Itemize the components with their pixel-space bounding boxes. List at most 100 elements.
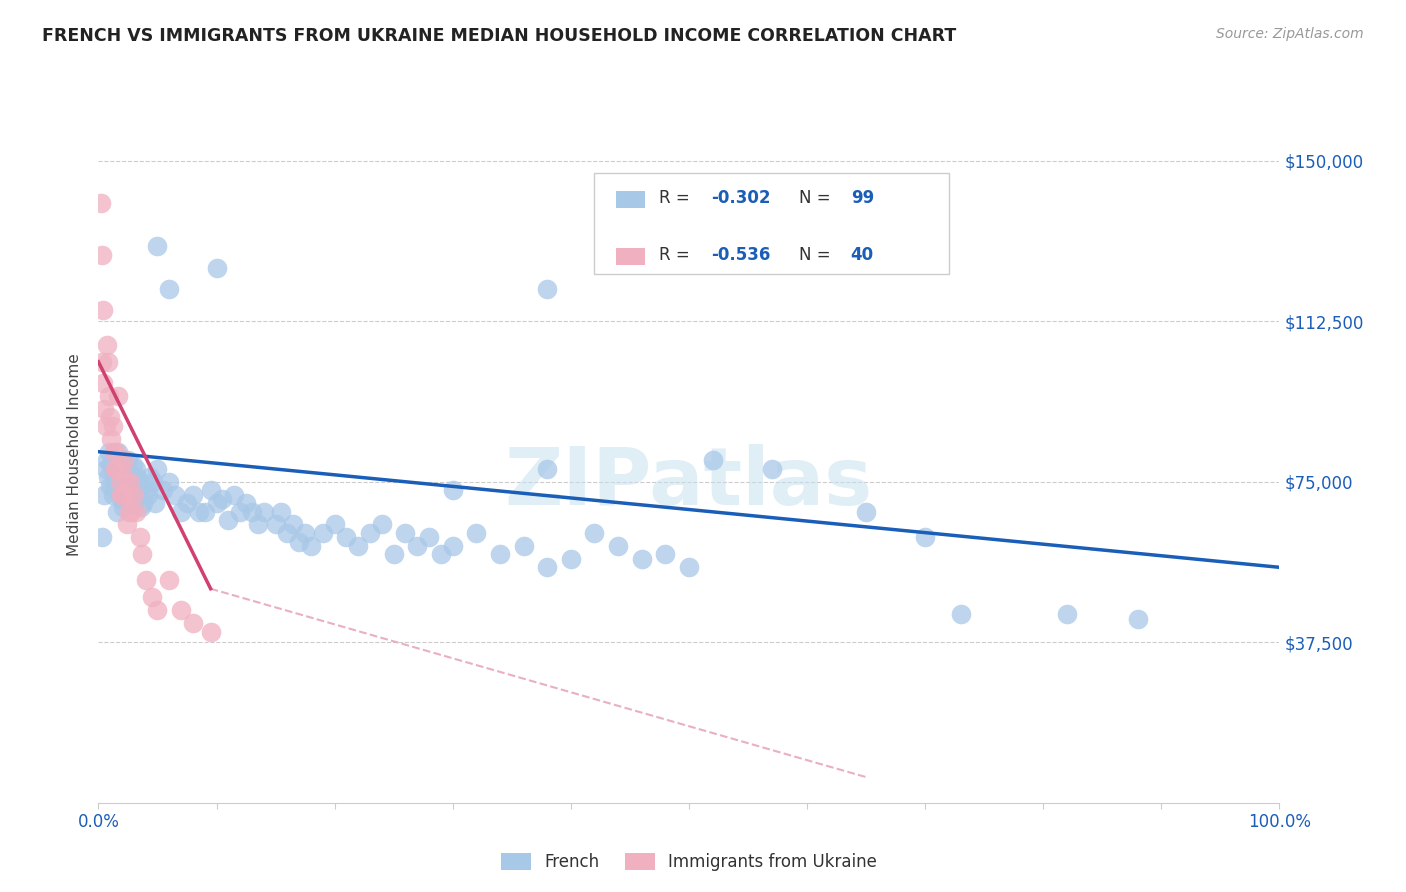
Point: [224, 487, 246, 501]
Point: [101, 487, 124, 501]
Point: [121, 496, 143, 510]
Point: [630, 551, 652, 566]
Point: [143, 496, 166, 510]
Legend: French, Immigrants from Ukraine: French, Immigrants from Ukraine: [495, 847, 883, 878]
Text: 99: 99: [851, 189, 875, 207]
Point: [235, 496, 257, 510]
Point: [110, 487, 132, 501]
Point: [142, 475, 165, 489]
Point: [276, 526, 298, 541]
Point: [465, 526, 488, 541]
Point: [93, 401, 115, 416]
Text: ZIPatlas: ZIPatlas: [505, 443, 873, 522]
Point: [536, 282, 558, 296]
Point: [855, 505, 877, 519]
Point: [246, 517, 269, 532]
Text: R =: R =: [659, 189, 696, 207]
Point: [115, 483, 138, 498]
Point: [253, 505, 276, 519]
Point: [560, 551, 582, 566]
Point: [157, 475, 180, 489]
Point: [170, 603, 193, 617]
Point: [127, 470, 149, 484]
Point: [1056, 607, 1078, 622]
Point: [115, 517, 138, 532]
Point: [96, 453, 118, 467]
Point: [294, 526, 316, 541]
Point: [121, 458, 143, 472]
Point: [205, 496, 228, 510]
Point: [141, 591, 163, 605]
Point: [110, 491, 132, 506]
Point: [489, 548, 512, 562]
Point: [430, 548, 453, 562]
Point: [194, 505, 217, 519]
Text: R =: R =: [659, 246, 696, 264]
Point: [299, 539, 322, 553]
Y-axis label: Median Household Income: Median Household Income: [66, 353, 82, 557]
Point: [205, 260, 228, 275]
Point: [129, 500, 152, 515]
Text: N =: N =: [799, 189, 835, 207]
Point: [105, 475, 128, 489]
Point: [181, 487, 204, 501]
Point: [114, 475, 136, 489]
Point: [118, 505, 141, 519]
Point: [176, 496, 198, 510]
Point: [91, 355, 114, 369]
Point: [128, 530, 150, 544]
Point: [120, 475, 142, 489]
Point: [91, 530, 114, 544]
Point: [131, 548, 153, 562]
Point: [139, 470, 162, 484]
Text: -0.536: -0.536: [711, 246, 770, 264]
Point: [146, 239, 169, 253]
Point: [382, 548, 405, 562]
Point: [111, 462, 134, 476]
Point: [101, 419, 124, 434]
Point: [93, 487, 115, 501]
Point: [217, 513, 239, 527]
Point: [229, 505, 252, 519]
Point: [512, 539, 534, 553]
Point: [103, 444, 125, 458]
Point: [112, 487, 135, 501]
Point: [91, 376, 114, 391]
Point: [97, 470, 120, 484]
Point: [170, 505, 193, 519]
Point: [135, 573, 157, 587]
FancyBboxPatch shape: [595, 173, 949, 274]
Point: [91, 303, 114, 318]
Point: [111, 470, 134, 484]
Point: [441, 483, 464, 498]
Point: [146, 462, 169, 476]
Point: [103, 466, 125, 480]
Point: [418, 530, 440, 544]
Point: [128, 487, 150, 501]
Point: [107, 444, 129, 458]
Point: [152, 483, 174, 498]
Point: [335, 530, 357, 544]
Point: [90, 196, 112, 211]
Point: [914, 530, 936, 544]
Point: [105, 444, 128, 458]
Point: [157, 282, 180, 296]
Point: [91, 248, 114, 262]
Point: [607, 539, 630, 553]
Point: [112, 453, 135, 467]
Point: [105, 505, 128, 519]
Point: [125, 505, 148, 519]
Point: [323, 517, 346, 532]
Point: [288, 534, 311, 549]
Point: [136, 487, 159, 501]
Point: [100, 458, 122, 472]
Point: [678, 560, 700, 574]
Point: [761, 462, 783, 476]
Point: [97, 355, 120, 369]
Point: [187, 505, 209, 519]
Point: [181, 615, 204, 630]
Point: [270, 505, 292, 519]
Point: [117, 487, 139, 501]
Bar: [616, 248, 645, 265]
Point: [702, 453, 724, 467]
